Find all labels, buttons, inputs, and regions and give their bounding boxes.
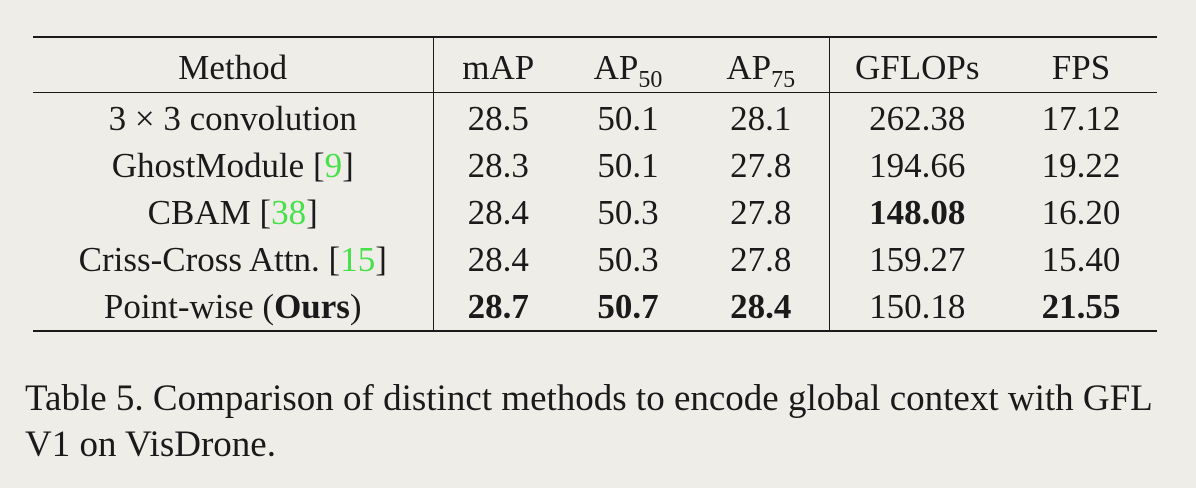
method-cell: GhostModule [9] [33, 142, 434, 189]
fps-cell: 16.20 [1041, 193, 1121, 232]
method-bracket: ] [342, 146, 354, 185]
citation-link[interactable]: 38 [271, 193, 307, 232]
citation-link[interactable]: 9 [324, 146, 343, 185]
method-name: Point-wise ( [103, 287, 275, 326]
method-cell: Criss-Cross Attn. [15] [33, 236, 434, 283]
table-row: Point-wise (Ours) 28.7 50.7 28.4 150.18 … [33, 283, 1157, 331]
gflops-cell: 159.27 [869, 240, 966, 279]
ap75-cell-best: 28.4 [693, 283, 830, 331]
header-method: Method [33, 37, 434, 93]
table-caption: Table 5. Comparison of distinct methods … [25, 378, 1152, 465]
header-ap50: AP50 [563, 37, 693, 93]
header-map: mAP [462, 47, 535, 87]
results-table-container: Method mAP AP50 AP75 GFLOPs FPS 3 × 3 co… [33, 36, 1157, 332]
method-bracket: ] [306, 193, 318, 232]
gflops-cell-best: 148.08 [869, 193, 966, 232]
ap75-cell: 27.8 [693, 236, 830, 283]
map-cell: 28.3 [467, 146, 529, 185]
map-cell: 28.4 [467, 240, 529, 279]
ap50-cell: 50.1 [597, 146, 659, 185]
header-ap75-base: AP [726, 47, 772, 87]
fps-cell: 17.12 [1041, 99, 1121, 138]
citation-link[interactable]: 15 [340, 240, 376, 279]
method-name-ours: Ours [274, 287, 350, 326]
ap75-cell: 27.8 [693, 189, 830, 236]
map-cell: 28.4 [467, 193, 529, 232]
method-name: Criss-Cross Attn. [ [78, 240, 341, 279]
fps-cell: 15.40 [1041, 240, 1121, 279]
method-name: CBAM [ [147, 193, 272, 232]
ap75-cell: 28.1 [693, 92, 830, 142]
method-cell: Point-wise (Ours) [33, 283, 434, 331]
method-name: GhostModule [ [111, 146, 325, 185]
gflops-cell: 150.18 [869, 287, 966, 326]
map-cell: 28.5 [467, 99, 529, 138]
method-paren: ) [349, 287, 362, 326]
method-name: 3 × 3 convolution [108, 99, 357, 138]
table-row: CBAM [38] 28.4 50.3 27.8 148.08 16.20 [33, 189, 1157, 236]
method-cell: 3 × 3 convolution [33, 92, 434, 142]
gflops-cell: 262.38 [869, 99, 966, 138]
header-ap50-base: AP [593, 47, 639, 87]
ap50-cell: 50.3 [597, 193, 659, 232]
results-table: Method mAP AP50 AP75 GFLOPs FPS 3 × 3 co… [33, 36, 1157, 332]
fps-cell: 19.22 [1041, 146, 1121, 185]
table-row: Criss-Cross Attn. [15] 28.4 50.3 27.8 15… [33, 236, 1157, 283]
fps-cell-best: 21.55 [1041, 287, 1121, 326]
table-row: GhostModule [9] 28.3 50.1 27.8 194.66 19… [33, 142, 1157, 189]
header-ap50-subscript: 50 [638, 66, 663, 93]
method-bracket: ] [375, 240, 387, 279]
header-gflops: GFLOPs [855, 47, 980, 87]
ap50-cell-best: 50.7 [597, 287, 659, 326]
table-row: 3 × 3 convolution 28.5 50.1 28.1 262.38 … [33, 92, 1157, 142]
header-fps: FPS [1051, 47, 1111, 87]
header-ap75-subscript: 75 [771, 66, 796, 93]
method-cell: CBAM [38] [33, 189, 434, 236]
ap75-cell: 27.8 [693, 142, 830, 189]
header-ap75: AP75 [693, 37, 830, 93]
gflops-cell: 194.66 [869, 146, 966, 185]
ap50-cell: 50.3 [597, 240, 659, 279]
ap50-cell: 50.1 [597, 99, 659, 138]
header-row: Method mAP AP50 AP75 GFLOPs FPS [33, 37, 1157, 93]
map-cell-best: 28.7 [467, 287, 529, 326]
